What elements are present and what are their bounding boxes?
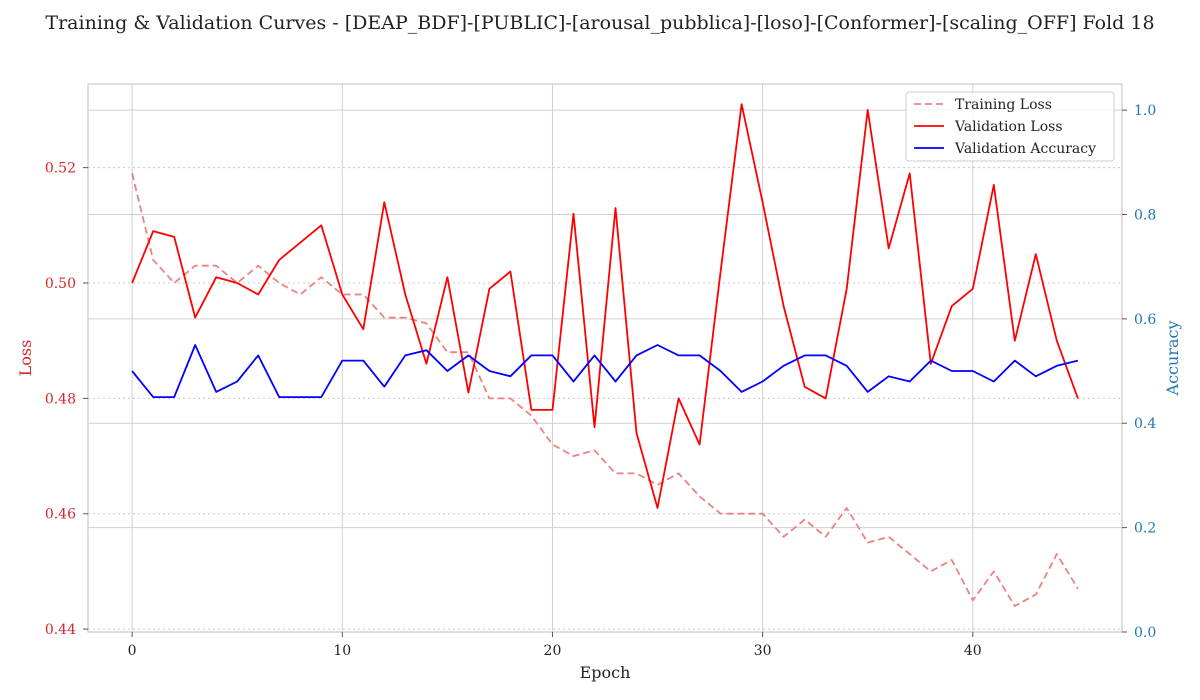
y-right-tick-label: 0.2 — [1134, 521, 1156, 537]
legend-box — [905, 91, 1115, 162]
y-left-axis-label: Loss — [16, 340, 35, 377]
legend-item-validation-accuracy: Validation Accuracy — [954, 141, 1096, 157]
x-tick-label: 10 — [333, 643, 351, 659]
grid-layer — [88, 84, 1122, 633]
y-right-axis-label: Accuracy — [1163, 321, 1182, 397]
y-right-tick-label: 0.4 — [1134, 416, 1156, 432]
y-right-tick-label: 1.0 — [1134, 103, 1156, 119]
x-tick-label: 20 — [544, 643, 562, 659]
chart-title: Training & Validation Curves - [DEAP_BDF… — [45, 12, 1154, 34]
y-right-tick-label: 0.0 — [1134, 625, 1156, 641]
legend: Training Loss Validation Loss Validation A… — [905, 91, 1115, 162]
y-left-tick-label: 0.50 — [45, 276, 76, 292]
y-left-tick-label: 0.46 — [45, 507, 76, 523]
y-right-tick-label: 0.8 — [1134, 207, 1156, 223]
y-left-tick-label: 0.48 — [45, 391, 76, 407]
x-tick-label: 30 — [754, 643, 772, 659]
x-axis-label: Epoch — [580, 663, 631, 682]
validation-accuracy-line — [131, 344, 1079, 399]
y-left-tick-label: 0.52 — [45, 161, 76, 177]
y-right-tick-label: 0.6 — [1134, 312, 1156, 328]
legend-item-validation-loss: Validation Loss — [954, 119, 1063, 135]
plot-frame — [87, 83, 1123, 633]
x-tick-label: 0 — [128, 643, 137, 659]
legend-item-training-loss: Training Loss — [955, 97, 1052, 113]
y-left-tick-label: 0.44 — [45, 622, 76, 638]
validation-loss-line — [131, 103, 1079, 509]
x-tick-label: 40 — [964, 643, 982, 659]
training-loss-line — [131, 173, 1079, 607]
axes-layer: 0 10 20 30 40 0.44 0.46 0.48 0.50 0.52 0.0 0.2 0.4 0.… — [45, 103, 1157, 659]
series-layer — [131, 103, 1079, 607]
